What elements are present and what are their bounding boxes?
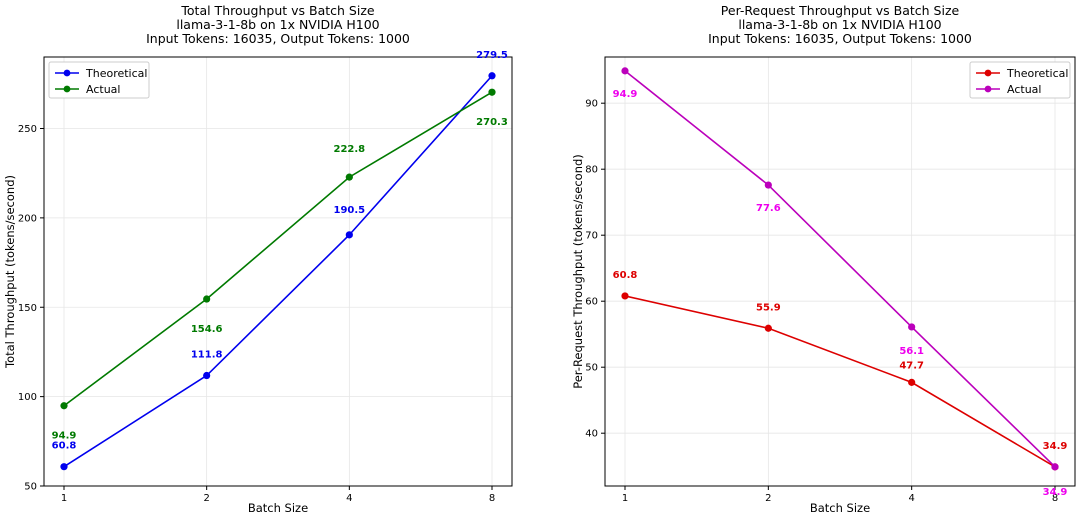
- x-tick-label: 1: [61, 493, 67, 504]
- series-line: [624, 70, 1056, 468]
- data-point: [203, 371, 211, 380]
- y-tick-label: 100: [18, 392, 37, 403]
- data-point: [203, 295, 211, 303]
- data-point: [621, 67, 629, 75]
- x-tick-label: 2: [765, 493, 771, 504]
- data-point: [60, 402, 68, 410]
- data-point: [764, 324, 772, 332]
- chart-title-line: Input Tokens: 16035, Output Tokens: 1000: [146, 31, 410, 46]
- x-tick-label: 4: [346, 493, 352, 504]
- y-tick-label: 70: [585, 231, 598, 242]
- data-point: [488, 72, 496, 80]
- chart-title-line: Per-Request Throughput vs Batch Size: [721, 3, 960, 18]
- legend-entry: Theoretical: [85, 67, 147, 80]
- y-tick-label: 150: [18, 303, 37, 314]
- data-label: 34.9: [1043, 441, 1068, 452]
- legend-swatch-marker: [63, 85, 71, 93]
- y-axis-label: Total Throughput (tokens/second): [3, 175, 17, 369]
- chart-title-line: llama-3-1-8b on 1x NVIDIA H100: [738, 17, 941, 32]
- y-tick-label: 200: [18, 213, 37, 224]
- chart-panel-1: 50 100 150 200 250 1 2 4 8 Total Throughput vs Ba…: [3, 3, 513, 515]
- plot-frame: [43, 56, 513, 487]
- y-tick-label: 50: [24, 482, 37, 493]
- legend-swatch-marker: [984, 69, 992, 77]
- legend-swatch-marker: [63, 69, 71, 77]
- x-axis-label: Batch Size: [810, 501, 870, 515]
- data-point: [908, 323, 916, 331]
- data-point: [621, 292, 629, 300]
- y-tick-label: 80: [585, 165, 598, 176]
- data-point: [60, 463, 68, 471]
- series-actual: 94.9 77.6 56.1 34.9: [613, 67, 1068, 498]
- series-line: [63, 91, 493, 407]
- data-point: [488, 88, 496, 96]
- data-label: 34.9: [1043, 487, 1068, 498]
- x-axis-label: Batch Size: [248, 501, 308, 515]
- data-label: 77.6: [756, 203, 781, 214]
- legend-entry: Actual: [86, 83, 120, 96]
- x-tick-label: 2: [203, 493, 209, 504]
- data-label: 94.9: [613, 89, 638, 100]
- data-point: [345, 173, 353, 181]
- data-label: 47.7: [899, 360, 924, 371]
- y-tick-label: 40: [585, 429, 598, 440]
- chart-title-line: llama-3-1-8b on 1x NVIDIA H100: [176, 17, 379, 32]
- data-label: 154.6: [191, 324, 223, 335]
- legend: Theoretical Actual: [48, 61, 150, 99]
- plot-frame: [604, 56, 1076, 487]
- x-tick-label: 8: [1052, 493, 1058, 504]
- legend-entry: Theoretical: [1006, 67, 1068, 80]
- data-label: 279.5: [476, 50, 508, 61]
- data-point: [908, 378, 916, 386]
- chart-title-line: Total Throughput vs Batch Size: [180, 3, 375, 18]
- x-tick-label: 8: [489, 493, 495, 504]
- x-tick-label: 4: [908, 493, 914, 504]
- series-actual: 94.9 154.6 222.8 270.3: [52, 88, 508, 442]
- y-tick-label: 50: [585, 363, 598, 374]
- series-line: [624, 295, 1056, 468]
- data-point: [345, 231, 353, 239]
- series-line: [63, 75, 493, 468]
- data-label: 55.9: [756, 302, 781, 313]
- data-label: 60.8: [52, 441, 77, 452]
- data-label: 222.8: [334, 144, 366, 155]
- y-tick-label: 90: [585, 99, 598, 110]
- data-label: 111.8: [191, 350, 223, 361]
- chart-panel-2: 40 50 60 70 80 90 1 2 4 8 Per-Request Throughput v…: [571, 3, 1076, 515]
- series-theoretical: 60.8 55.9 47.7 34.9: [613, 270, 1068, 471]
- legend-entry: Actual: [1007, 83, 1041, 96]
- data-label: 94.9: [52, 431, 77, 442]
- y-axis-label: Per-Request Throughput (tokens/second): [571, 154, 585, 389]
- data-label: 270.3: [476, 117, 508, 128]
- legend-swatch-marker: [984, 85, 992, 93]
- y-tick-label: 60: [585, 297, 598, 308]
- series-theoretical: 60.8 111.8 190.5 279.5: [52, 50, 508, 471]
- data-label: 56.1: [899, 346, 924, 357]
- x-tick-label: 1: [622, 493, 628, 504]
- data-point: [1051, 463, 1059, 471]
- y-tick-label: 250: [18, 124, 37, 135]
- data-point: [764, 181, 772, 189]
- legend: Theoretical Actual: [969, 61, 1071, 99]
- data-label: 60.8: [613, 270, 638, 281]
- data-label: 190.5: [334, 205, 366, 216]
- chart-title-line: Input Tokens: 16035, Output Tokens: 1000: [708, 31, 972, 46]
